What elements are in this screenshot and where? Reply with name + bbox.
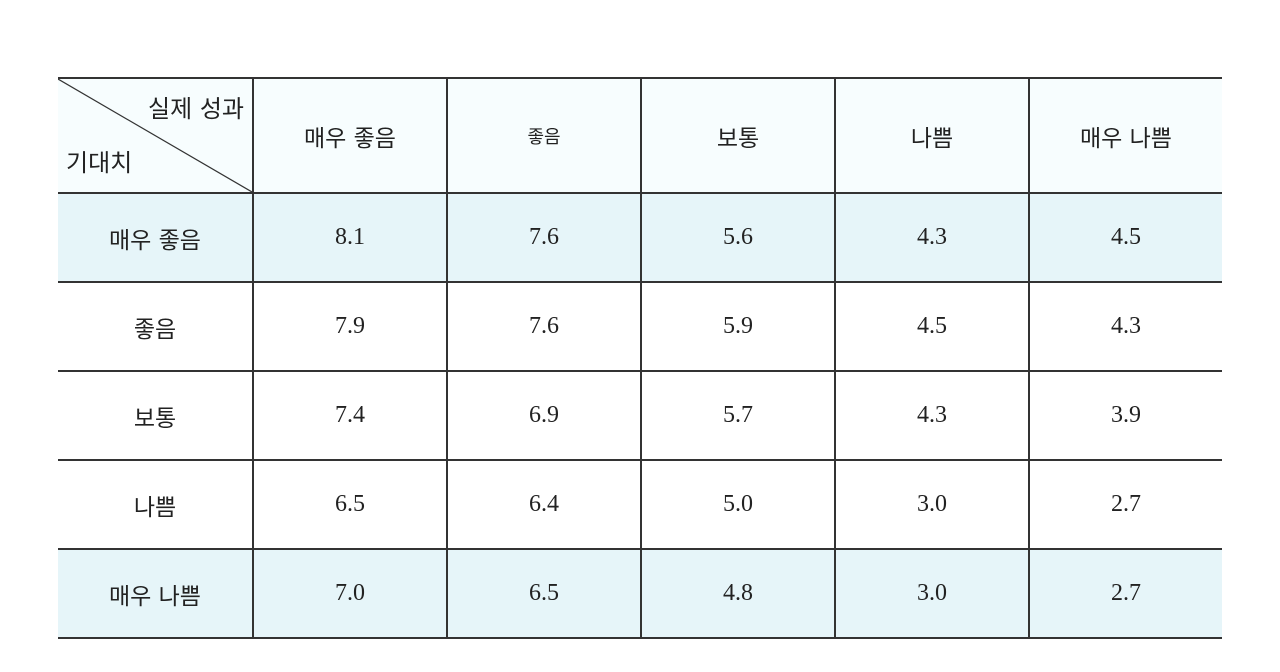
row-header: 매우 나쁨 xyxy=(58,548,254,639)
header-row: 실제 성과 기대치 매우 좋음 좋음 보통 나쁨 매우 나쁨 xyxy=(58,77,1222,194)
row-header: 매우 좋음 xyxy=(58,192,254,283)
value-cell: 6.5 xyxy=(252,459,448,550)
value-cell: 6.4 xyxy=(446,459,642,550)
row-header: 좋음 xyxy=(58,281,254,372)
value-cell: 8.1 xyxy=(252,192,448,283)
diagonal-divider xyxy=(58,79,252,192)
value-cell: 4.3 xyxy=(1028,281,1222,372)
value-cell: 2.7 xyxy=(1028,548,1222,639)
value-cell: 4.8 xyxy=(640,548,836,639)
value-cell: 7.6 xyxy=(446,281,642,372)
value-cell: 7.6 xyxy=(446,192,642,283)
row-axis-label: 기대치 xyxy=(66,149,133,177)
corner-header-cell: 실제 성과 기대치 xyxy=(58,77,254,194)
table-row: 좋음 7.9 7.6 5.9 4.5 4.3 xyxy=(58,281,1222,372)
value-cell: 5.6 xyxy=(640,192,836,283)
value-cell: 7.0 xyxy=(252,548,448,639)
value-cell: 6.5 xyxy=(446,548,642,639)
value-cell: 4.3 xyxy=(834,192,1030,283)
value-cell: 3.0 xyxy=(834,459,1030,550)
row-header: 보통 xyxy=(58,370,254,461)
value-cell: 7.9 xyxy=(252,281,448,372)
table-row: 보통 7.4 6.9 5.7 4.3 3.9 xyxy=(58,370,1222,461)
value-cell: 7.4 xyxy=(252,370,448,461)
value-cell: 5.0 xyxy=(640,459,836,550)
column-header: 보통 xyxy=(640,77,836,194)
column-header: 매우 나쁨 xyxy=(1028,77,1222,194)
row-header: 나쁨 xyxy=(58,459,254,550)
value-cell: 5.7 xyxy=(640,370,836,461)
value-cell: 2.7 xyxy=(1028,459,1222,550)
table-row: 매우 나쁨 7.0 6.5 4.8 3.0 2.7 xyxy=(58,548,1222,639)
column-header: 매우 좋음 xyxy=(252,77,448,194)
value-cell: 3.9 xyxy=(1028,370,1222,461)
value-cell: 4.5 xyxy=(1028,192,1222,283)
expectation-performance-table: 실제 성과 기대치 매우 좋음 좋음 보통 나쁨 매우 나쁨 매우 좋음 8.1 7… xyxy=(58,77,1222,639)
column-header: 좋음 xyxy=(446,77,642,194)
value-cell: 6.9 xyxy=(446,370,642,461)
value-cell: 5.9 xyxy=(640,281,836,372)
column-axis-label: 실제 성과 xyxy=(148,95,244,123)
value-cell: 4.5 xyxy=(834,281,1030,372)
value-cell: 4.3 xyxy=(834,370,1030,461)
value-cell: 3.0 xyxy=(834,548,1030,639)
column-header: 나쁨 xyxy=(834,77,1030,194)
table-row: 매우 좋음 8.1 7.6 5.6 4.3 4.5 xyxy=(58,192,1222,283)
table-row: 나쁨 6.5 6.4 5.0 3.0 2.7 xyxy=(58,459,1222,550)
